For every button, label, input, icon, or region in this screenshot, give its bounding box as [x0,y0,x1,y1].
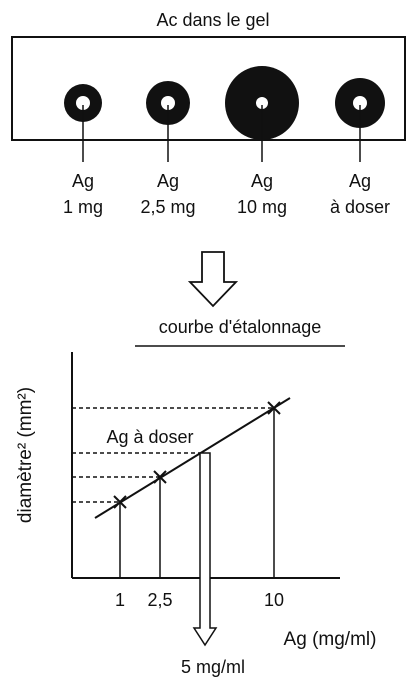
well-label: Ag [251,171,273,191]
result-label: 5 mg/ml [181,657,245,677]
y-axis-label: diamètre² (mm²) [15,387,36,523]
x-tick-label: 10 [264,590,284,610]
down-arrow [190,252,236,306]
graph-title: courbe d'étalonnage [159,317,322,337]
calibration-line [95,398,290,518]
unknown-label: Ag à doser [106,427,193,447]
page: {"gel": {"title": "Ac dans le gel", "wel… [0,0,417,686]
x-tick-label: 1 [115,590,125,610]
well-amount: 2,5 mg [140,197,195,217]
well-label: Ag [349,171,371,191]
well-label: Ag [157,171,179,191]
result-arrow [194,453,216,645]
well-2: Ag 2,5 mg [140,81,195,217]
well-label: Ag [72,171,94,191]
diagram: Ac dans le gel Ag 1 mg Ag 2,5 mg Ag 10 m… [0,0,417,686]
well-4: Ag à doser [330,78,390,217]
well-amount: 10 mg [237,197,287,217]
well-3: Ag 10 mg [225,66,299,217]
well-1: Ag 1 mg [63,84,103,217]
well-amount: à doser [330,197,390,217]
x-tick-label: 2,5 [147,590,172,610]
gel-title: Ac dans le gel [156,10,269,30]
well-amount: 1 mg [63,197,103,217]
x-axis-label: Ag (mg/ml) [284,629,377,650]
